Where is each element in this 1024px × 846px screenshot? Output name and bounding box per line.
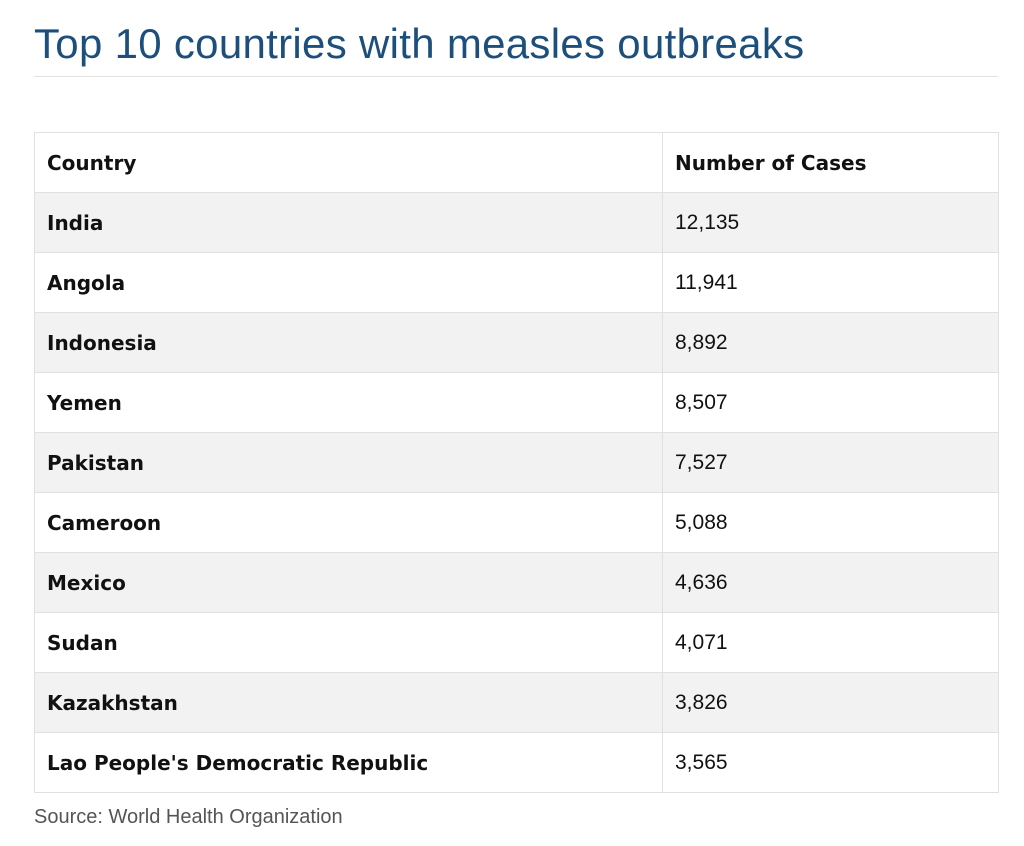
cases-cell: 12,135 bbox=[662, 192, 999, 253]
cases-cell: 4,636 bbox=[662, 552, 999, 613]
country-cell: India bbox=[34, 192, 663, 253]
table-row: Mexico 4,636 bbox=[34, 552, 999, 613]
table-row: Yemen 8,507 bbox=[34, 372, 999, 433]
country-cell: Yemen bbox=[34, 372, 663, 433]
table-row: Angola 11,941 bbox=[34, 252, 999, 313]
column-header: Number of Cases bbox=[662, 132, 999, 193]
table: Country Number of Cases India 12,135 Angol… bbox=[34, 132, 999, 793]
cases-cell: 8,507 bbox=[662, 372, 999, 433]
cases-cell: 7,527 bbox=[662, 432, 999, 493]
cases-cell: 4,071 bbox=[662, 612, 999, 673]
cases-cell: 11,941 bbox=[662, 252, 999, 313]
table-row: Indonesia 8,892 bbox=[34, 312, 999, 373]
source: Source: World Health Organization bbox=[34, 806, 343, 828]
country-cell: Pakistan bbox=[34, 432, 663, 493]
country-cell: Indonesia bbox=[34, 312, 663, 373]
country-cell: Angola bbox=[34, 252, 663, 313]
cases-cell: 3,826 bbox=[662, 672, 999, 733]
cases-cell: 5,088 bbox=[662, 492, 999, 553]
table-row: Lao People's Democratic Republic 3,565 bbox=[34, 732, 999, 793]
table-row: Pakistan 7,527 bbox=[34, 432, 999, 493]
country-cell: Mexico bbox=[34, 552, 663, 613]
column-header: Country bbox=[34, 132, 663, 193]
cases-cell: 3,565 bbox=[662, 732, 999, 793]
table-row: Cameroon 5,088 bbox=[34, 492, 999, 553]
cases-cell: 8,892 bbox=[662, 312, 999, 373]
table-row: India 12,135 bbox=[34, 192, 999, 253]
country-cell: Cameroon bbox=[34, 492, 663, 553]
header-row: Country Number of Cases bbox=[34, 132, 999, 193]
divider bbox=[34, 76, 998, 77]
country-cell: Lao People's Democratic Republic bbox=[34, 732, 663, 793]
country-cell: Sudan bbox=[34, 612, 663, 673]
table-row: Sudan 4,071 bbox=[34, 612, 999, 673]
country-cell: Kazakhstan bbox=[34, 672, 663, 733]
table-row: Kazakhstan 3,826 bbox=[34, 672, 999, 733]
title: Top 10 countries with measles outbreaks bbox=[34, 20, 805, 67]
